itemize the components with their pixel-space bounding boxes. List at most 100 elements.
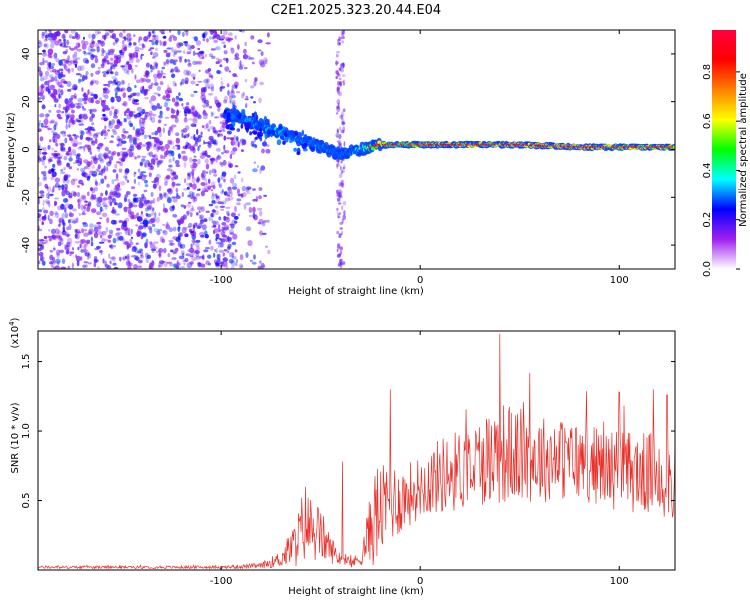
noise-speck [178,56,182,59]
noise-speck [78,179,83,185]
noise-speck [218,129,222,133]
noise-speck [52,95,57,101]
noise-speck [111,128,116,133]
noise-speck [244,41,247,47]
signal-speck [279,131,283,137]
noise-speck [192,76,196,80]
noise-speck [51,130,55,133]
noise-speck [185,102,190,106]
noise-speck [157,146,161,150]
noise-speck [220,174,224,181]
noise-speck [51,264,54,268]
noise-speck [96,246,100,250]
noise-speck [38,119,42,123]
noise-speck [83,229,87,232]
noise-speck [194,112,200,118]
noise-speck [134,46,140,52]
noise-speck [75,33,81,40]
noise-band-speck [336,86,340,91]
signal-speck [312,137,316,142]
noise-speck [151,56,156,59]
noise-speck [183,108,188,114]
noise-speck [253,161,256,164]
noise-speck [106,71,109,75]
signal-speck [276,139,282,146]
noise-speck [245,95,249,99]
noise-speck [38,198,41,205]
noise-speck [232,73,238,77]
noise-speck [66,39,70,46]
noise-band-speck [336,254,341,258]
noise-speck [66,226,70,231]
noise-speck [175,95,180,100]
noise-speck [179,244,183,249]
noise-speck [84,252,90,257]
noise-speck [208,75,212,78]
noise-speck [179,155,186,160]
noise-speck [104,260,107,267]
noise-speck [156,146,160,153]
noise-speck [245,103,248,109]
noise-speck [65,58,70,63]
noise-speck [55,258,61,264]
noise-speck [175,187,179,193]
noise-speck [167,129,171,137]
noise-speck [182,106,188,110]
noise-speck [103,197,108,201]
noise-speck [206,154,211,158]
noise-band-speck [340,117,345,123]
noise-speck [113,111,118,117]
noise-speck [154,34,159,41]
noise-speck [229,177,235,184]
noise-speck [195,239,201,243]
noise-speck [66,231,70,238]
noise-speck [38,247,42,252]
noise-speck [236,258,238,264]
noise-speck [215,264,221,268]
noise-speck [163,192,169,199]
noise-speck [60,130,66,135]
noise-speck [152,113,157,117]
noise-speck [152,207,155,212]
noise-speck [124,110,128,114]
noise-speck [113,178,120,182]
noise-speck [189,191,193,194]
noise-speck [44,239,48,244]
noise-speck [88,230,92,235]
noise-speck [198,114,202,120]
y-tick-label: 1.5 [21,354,32,370]
noise-speck [123,131,129,134]
noise-speck [39,113,45,118]
noise-speck [230,47,233,50]
noise-speck [201,175,206,181]
noise-speck [265,148,271,154]
noise-speck [51,257,56,262]
noise-speck [221,200,227,205]
noise-speck [129,241,134,246]
signal-speck [251,130,257,135]
noise-speck [200,94,206,101]
noise-speck [224,197,231,202]
noise-speck [41,221,44,226]
noise-speck [81,228,84,234]
noise-band-speck [339,246,344,251]
noise-speck [259,210,263,217]
noise-speck [86,176,90,181]
noise-speck [107,80,114,84]
noise-band-speck [336,129,340,135]
noise-speck [186,69,189,76]
noise-speck [105,190,108,196]
noise-speck [185,102,190,106]
noise-speck [225,216,230,223]
noise-speck [156,73,163,79]
noise-speck [188,222,193,228]
noise-speck [213,130,218,133]
noise-speck [252,212,256,219]
noise-band-speck [343,210,346,216]
noise-speck [91,33,96,40]
noise-speck [193,36,198,42]
noise-speck [200,234,205,238]
noise-speck [38,122,41,129]
noise-speck [193,134,196,141]
chart-title: C2E1.2025.323.20.44.E04 [271,3,441,18]
